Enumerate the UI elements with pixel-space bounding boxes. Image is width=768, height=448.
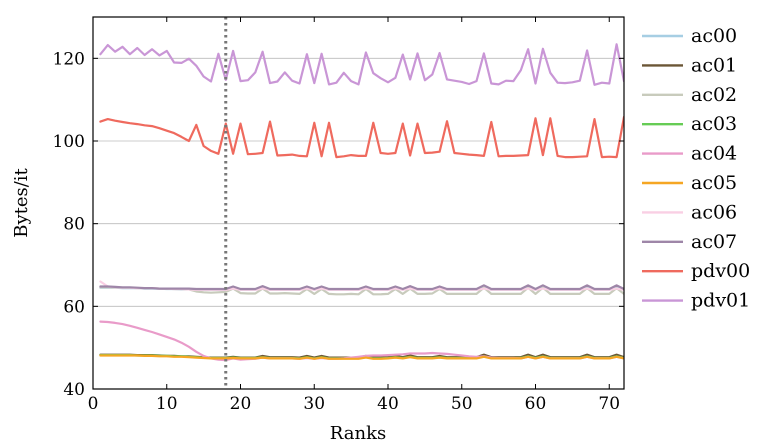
legend: ac00 ac01 ac02 ac03 ac04 ac05 ac06 ac07 pdv00 pdv… <box>642 25 750 312</box>
legend-label-pdv01: pdv01 <box>691 290 750 312</box>
plot-frame <box>92 16 625 390</box>
legend-label-ac02: ac02 <box>691 84 737 106</box>
axis-ticks: 0 10 20 30 40 50 60 70 40 60 80 100 120 <box>53 17 624 414</box>
legend-label-ac07: ac07 <box>691 231 737 253</box>
x-tick-label-20: 20 <box>230 394 252 414</box>
y-tick-label-120: 120 <box>53 49 85 69</box>
y-tick-label-100: 100 <box>53 132 85 152</box>
x-tick-label-60: 60 <box>525 394 547 414</box>
plot-background <box>93 17 624 389</box>
y-tick-label-40: 40 <box>63 380 85 400</box>
legend-label-ac06: ac06 <box>691 201 737 223</box>
x-axis-label: Ranks <box>330 423 386 444</box>
legend-label-ac03: ac03 <box>691 113 737 135</box>
x-tick-label-70: 70 <box>598 394 620 414</box>
legend-label-ac04: ac04 <box>691 143 737 165</box>
legend-label-ac01: ac01 <box>691 54 737 76</box>
y-tick-label-60: 60 <box>63 297 85 317</box>
x-tick-label-40: 40 <box>377 394 399 414</box>
grid-lines <box>93 57 624 307</box>
series-line-pdv01 <box>99 43 624 86</box>
y-tick-label-80: 80 <box>63 215 85 235</box>
y-axis-label: Bytes/it <box>11 167 32 237</box>
series-layer <box>99 43 624 362</box>
series-line-pdv00 <box>99 115 624 159</box>
x-tick-label-0: 0 <box>88 394 99 414</box>
series-line-ac07 <box>99 284 624 291</box>
series-line-ac05 <box>99 354 624 360</box>
legend-label-pdv00: pdv00 <box>691 260 750 282</box>
x-tick-label-30: 30 <box>303 394 325 414</box>
x-tick-label-10: 10 <box>156 394 178 414</box>
legend-label-ac00: ac00 <box>691 25 737 47</box>
x-tick-label-50: 50 <box>451 394 473 414</box>
legend-label-ac05: ac05 <box>691 172 737 194</box>
